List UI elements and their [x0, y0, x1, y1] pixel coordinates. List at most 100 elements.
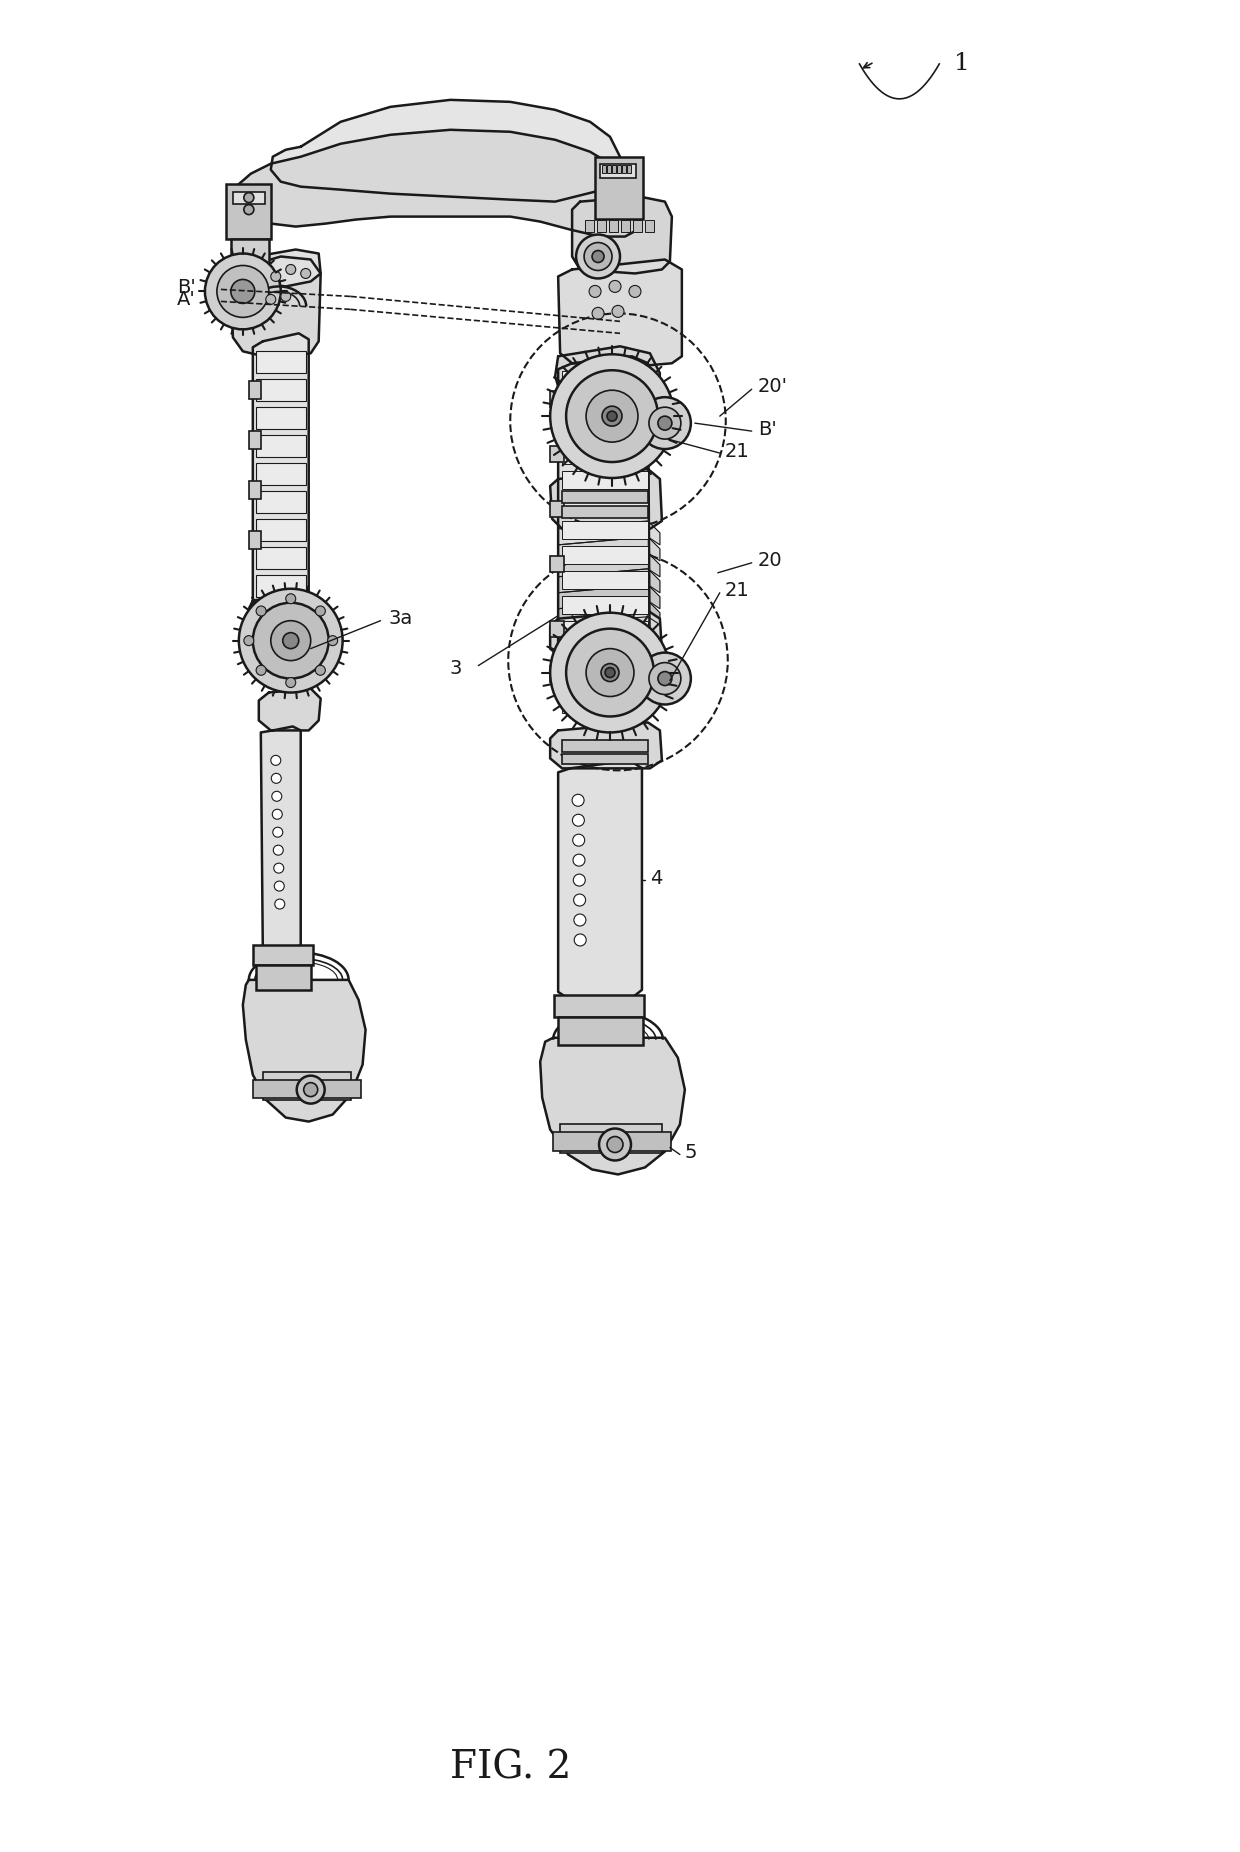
Bar	[253, 1080, 361, 1098]
Bar	[585, 220, 594, 232]
Bar	[562, 420, 649, 439]
Circle shape	[285, 678, 295, 687]
Circle shape	[274, 882, 284, 891]
Circle shape	[587, 648, 634, 696]
Circle shape	[584, 243, 613, 270]
Circle shape	[205, 254, 280, 330]
Bar	[249, 382, 260, 400]
Polygon shape	[556, 346, 660, 417]
Bar	[249, 532, 260, 548]
Circle shape	[639, 396, 691, 448]
Bar	[562, 646, 649, 663]
Circle shape	[275, 898, 285, 909]
Bar	[255, 965, 311, 989]
Text: 21: 21	[724, 582, 749, 600]
Bar	[562, 506, 649, 519]
Circle shape	[639, 652, 691, 704]
Circle shape	[273, 845, 283, 856]
Circle shape	[574, 933, 587, 946]
Circle shape	[609, 280, 621, 293]
Circle shape	[272, 791, 281, 802]
Bar	[596, 220, 606, 232]
Polygon shape	[558, 537, 660, 561]
Circle shape	[589, 285, 601, 298]
Polygon shape	[551, 722, 662, 769]
Polygon shape	[558, 761, 642, 1002]
Bar	[253, 945, 312, 965]
Circle shape	[265, 294, 275, 304]
Circle shape	[574, 915, 585, 926]
Circle shape	[239, 589, 342, 693]
Circle shape	[315, 665, 325, 676]
Text: 5: 5	[684, 1143, 697, 1161]
Text: 1: 1	[955, 52, 970, 76]
Text: B': B'	[758, 420, 776, 439]
Bar	[551, 391, 564, 407]
Bar	[613, 165, 616, 172]
Bar	[600, 163, 636, 178]
Polygon shape	[551, 469, 662, 530]
Circle shape	[273, 809, 283, 819]
Polygon shape	[558, 356, 650, 713]
Bar	[249, 482, 260, 498]
Polygon shape	[558, 585, 660, 609]
Bar	[226, 183, 270, 239]
Bar	[551, 500, 564, 517]
Bar	[562, 546, 649, 563]
Circle shape	[301, 269, 311, 278]
Polygon shape	[253, 333, 309, 617]
Bar	[255, 519, 306, 541]
Bar	[255, 491, 306, 513]
Bar	[562, 520, 649, 539]
Polygon shape	[551, 611, 662, 659]
Circle shape	[574, 895, 585, 906]
Circle shape	[572, 795, 584, 806]
Text: A': A'	[177, 291, 196, 309]
Text: 20: 20	[758, 552, 782, 570]
Bar	[551, 556, 564, 572]
Circle shape	[591, 307, 604, 319]
Circle shape	[658, 672, 672, 685]
Bar	[554, 995, 644, 1017]
Bar	[255, 463, 306, 485]
Circle shape	[273, 828, 283, 837]
Circle shape	[257, 665, 267, 676]
Polygon shape	[558, 569, 660, 593]
Bar	[255, 407, 306, 430]
Bar	[562, 620, 649, 639]
Circle shape	[244, 204, 254, 215]
Bar	[560, 1124, 662, 1154]
Circle shape	[244, 193, 254, 202]
Bar	[609, 220, 618, 232]
Circle shape	[603, 406, 622, 426]
Bar	[233, 191, 265, 204]
Circle shape	[272, 774, 281, 783]
Circle shape	[304, 1083, 317, 1096]
Circle shape	[244, 635, 254, 646]
Polygon shape	[249, 593, 329, 656]
Circle shape	[599, 1128, 631, 1161]
Bar	[562, 741, 649, 752]
Polygon shape	[541, 1037, 684, 1174]
Polygon shape	[259, 689, 321, 730]
Circle shape	[649, 663, 681, 694]
Polygon shape	[260, 726, 301, 952]
Bar	[622, 165, 626, 172]
Bar	[255, 352, 306, 374]
Text: 4: 4	[650, 869, 662, 887]
Circle shape	[280, 291, 290, 302]
Circle shape	[658, 417, 672, 430]
Circle shape	[587, 391, 637, 443]
Polygon shape	[558, 259, 682, 367]
Bar	[627, 165, 631, 172]
Circle shape	[285, 594, 295, 604]
Circle shape	[629, 285, 641, 298]
Bar	[551, 665, 564, 682]
Circle shape	[285, 265, 295, 274]
Circle shape	[601, 663, 619, 682]
Bar	[255, 435, 306, 457]
Bar	[618, 165, 621, 172]
Bar	[562, 596, 649, 613]
Bar	[632, 220, 642, 232]
Bar	[558, 1017, 644, 1045]
